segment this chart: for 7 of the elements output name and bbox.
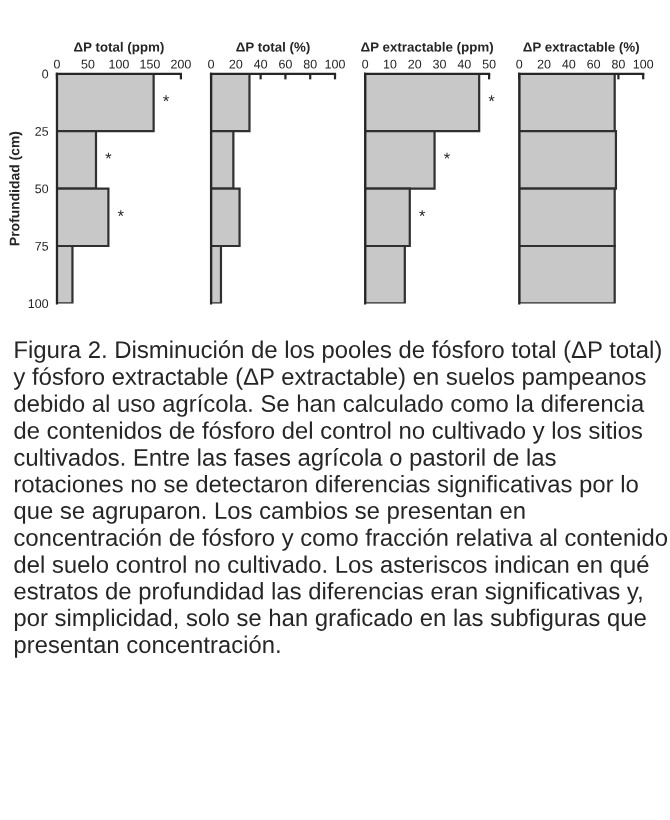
annotation: *	[488, 95, 495, 102]
annotation: *	[419, 210, 426, 216]
annotation: *	[117, 210, 124, 216]
annotation: *	[105, 152, 112, 159]
annotation: *	[163, 95, 170, 102]
annotation: *	[443, 152, 450, 159]
text: Figura 2. Disminución de los pooles de fósforo total (ΔP total) y fósforo extractable (ΔP extractable) en suelos pampeanos debido al uso agrícola. Se han calculado como la diferencia de contenidos de fósforo del control no cultivado y los sitios cultivados. Entre las fases agrícola o pastoril de las rotaciones no se detectaron diferencias significativas por lo que se agruparon. Los cambios se presentan en concentración de fósforo y como fracción relativa al contenido del suelo control no cultivado. Los asteriscos indican en qué estratos de profundidad las diferencias eran significativas y, por simplicidad, solo se han graficado en las subfiguras que presentan concentración.	[13, 340, 668, 658]
